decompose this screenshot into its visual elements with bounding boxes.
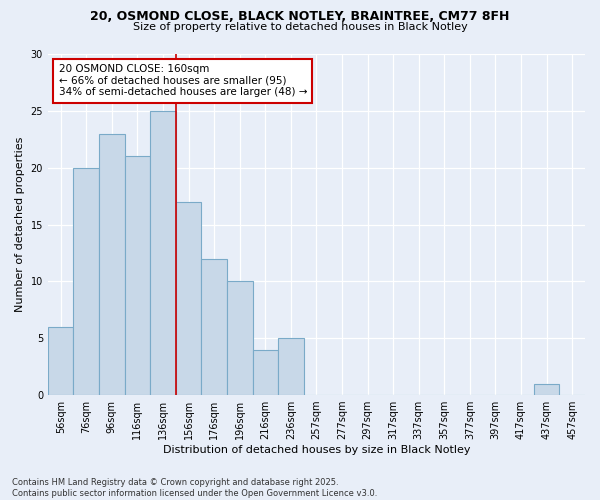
Text: 20 OSMOND CLOSE: 160sqm
← 66% of detached houses are smaller (95)
34% of semi-de: 20 OSMOND CLOSE: 160sqm ← 66% of detache… [59, 64, 307, 98]
Y-axis label: Number of detached properties: Number of detached properties [15, 137, 25, 312]
Bar [150, 111, 176, 395]
Bar [48, 327, 73, 395]
Bar [534, 384, 559, 395]
Bar [202, 258, 227, 395]
Bar [99, 134, 125, 395]
X-axis label: Distribution of detached houses by size in Black Notley: Distribution of detached houses by size … [163, 445, 470, 455]
Bar [278, 338, 304, 395]
Text: Contains HM Land Registry data © Crown copyright and database right 2025.
Contai: Contains HM Land Registry data © Crown c… [12, 478, 377, 498]
Bar [73, 168, 99, 395]
Text: 20, OSMOND CLOSE, BLACK NOTLEY, BRAINTREE, CM77 8FH: 20, OSMOND CLOSE, BLACK NOTLEY, BRAINTRE… [91, 10, 509, 23]
Text: Size of property relative to detached houses in Black Notley: Size of property relative to detached ho… [133, 22, 467, 32]
Bar [253, 350, 278, 395]
Bar [227, 282, 253, 395]
Bar [125, 156, 150, 395]
Bar [176, 202, 202, 395]
